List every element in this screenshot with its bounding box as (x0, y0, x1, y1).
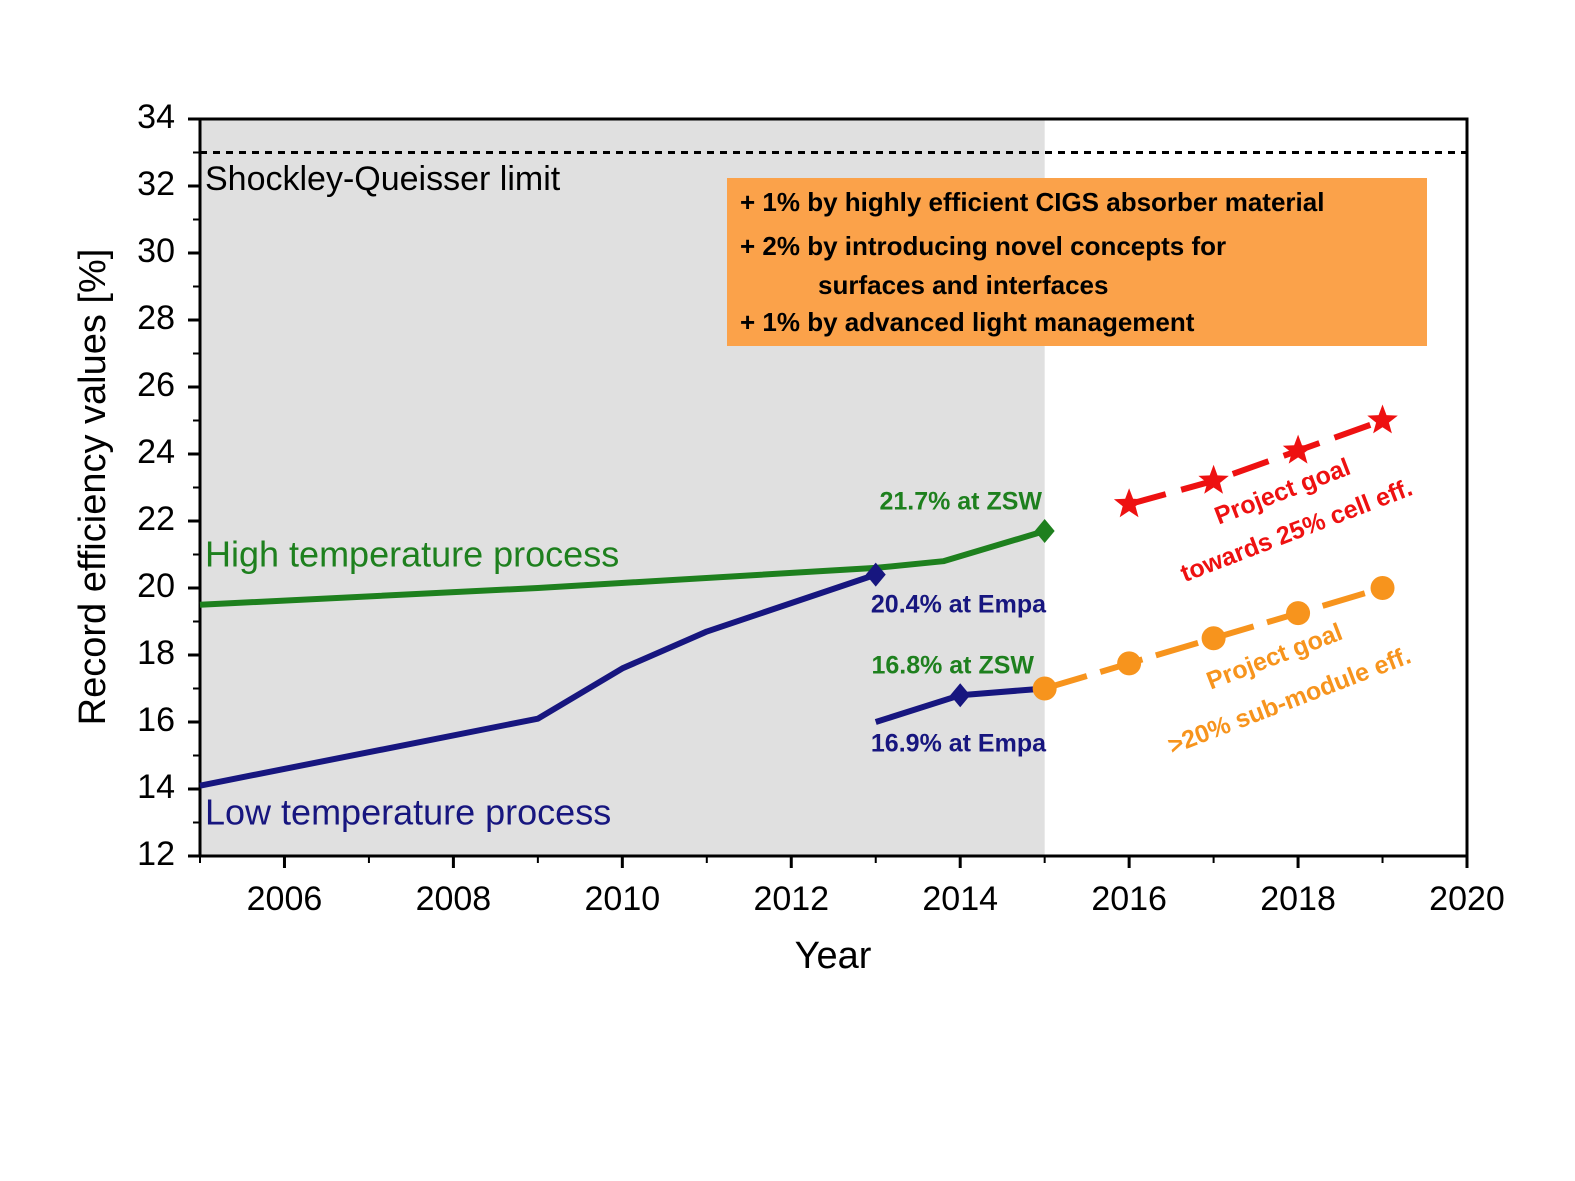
series-label: Low temperature process (205, 792, 611, 833)
y-tick-label: 32 (137, 165, 175, 203)
circle-marker (1286, 601, 1311, 626)
info-box-line: surfaces and interfaces (818, 270, 1108, 300)
y-tick-label: 28 (137, 299, 175, 337)
y-axis-label: Record efficiency values [%] (72, 249, 114, 726)
star-marker (1367, 404, 1398, 434)
series-label: High temperature process (205, 534, 619, 575)
y-tick-label: 12 (137, 835, 175, 873)
annotation: 21.7% at ZSW (879, 488, 1042, 516)
x-axis-label: Year (795, 935, 872, 977)
circle-marker (1370, 576, 1395, 600)
info-box-line: + 1% by highly efficient CIGS absorber m… (740, 187, 1324, 217)
y-tick-label: 34 (137, 98, 175, 136)
series-line (199, 571, 877, 789)
x-tick-label: 2016 (1091, 880, 1167, 918)
y-tick-label: 30 (137, 232, 175, 270)
x-tick-label: 2012 (753, 880, 829, 918)
reference-label: Shockley-Queisser limit (205, 160, 561, 198)
info-box-line: + 1% by advanced light management (740, 307, 1195, 337)
diamond-marker (865, 562, 886, 587)
annotation: 16.8% at ZSW (871, 652, 1034, 680)
y-tick-label: 20 (137, 567, 175, 605)
diamond-marker (1034, 519, 1055, 544)
star-marker (1282, 434, 1314, 464)
info-box (727, 178, 1427, 346)
y-tick-label: 14 (137, 768, 175, 806)
info-box-line: + 2% by introducing novel concepts for (740, 231, 1226, 261)
annotation: 20.4% at Empa (871, 591, 1047, 619)
x-tick-label: 2014 (922, 880, 998, 918)
y-tick-label: 24 (137, 433, 175, 471)
x-tick-label: 2010 (585, 880, 661, 918)
x-tick-label: 2018 (1260, 880, 1336, 918)
x-tick-label: 2008 (416, 880, 492, 918)
star-marker (1198, 464, 1229, 494)
annotation: 16.9% at Empa (871, 730, 1047, 758)
diamond-marker (950, 683, 971, 708)
star-marker (1113, 488, 1145, 518)
circle-marker (1117, 651, 1142, 676)
y-tick-label: 26 (137, 366, 175, 404)
x-tick-label: 2020 (1429, 880, 1505, 918)
x-tick-label: 2006 (247, 880, 323, 918)
circle-marker (1032, 676, 1057, 701)
y-tick-label: 18 (137, 634, 175, 672)
y-tick-label: 22 (137, 500, 175, 538)
circle-marker (1201, 626, 1226, 651)
series-line (1128, 417, 1384, 508)
y-tick-label: 16 (137, 701, 175, 739)
